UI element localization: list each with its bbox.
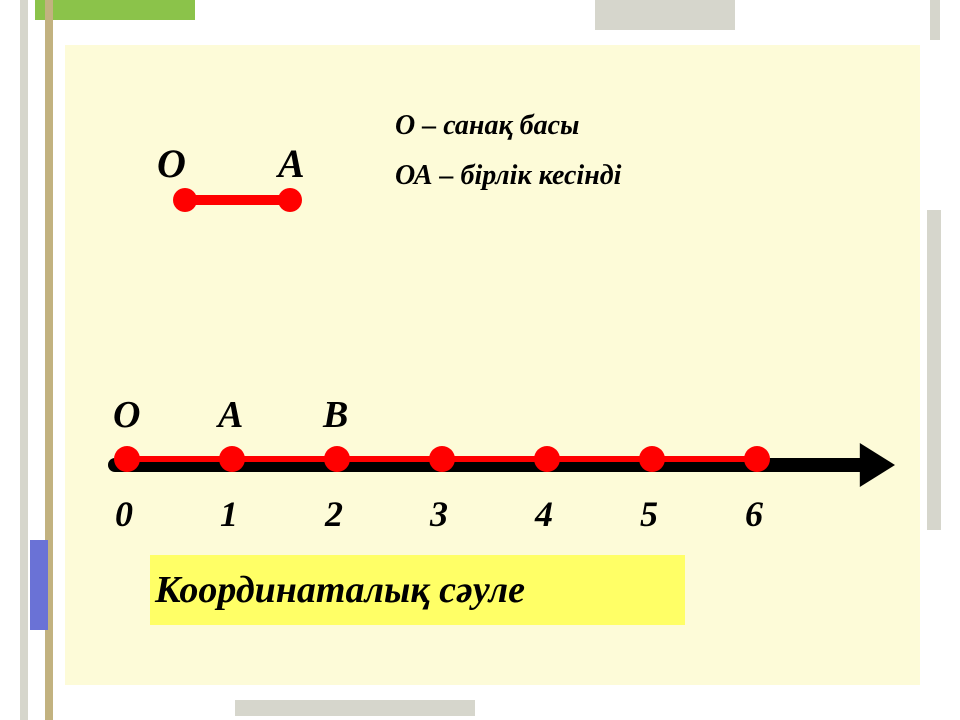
- ray-top-label-1: А: [218, 393, 243, 437]
- ray-number-3: 3: [430, 493, 448, 535]
- unit-segment-point-o: [173, 188, 197, 212]
- ray-point-6: [744, 446, 770, 472]
- ray-number-1: 1: [220, 493, 238, 535]
- ray-point-0: [114, 446, 140, 472]
- ray-top-label-2: В: [323, 393, 348, 437]
- unit-segment-label-a: А: [278, 140, 305, 187]
- ray-point-3: [429, 446, 455, 472]
- ray-point-1: [219, 446, 245, 472]
- ray-number-0: 0: [115, 493, 133, 535]
- note-unit-segment: ОА – бірлік кесінді: [395, 160, 621, 192]
- ray-number-4: 4: [535, 493, 553, 535]
- unit-segment-label-o: О: [157, 140, 186, 187]
- ray-number-2: 2: [325, 493, 343, 535]
- ray-point-4: [534, 446, 560, 472]
- ray-arrowhead: [860, 443, 895, 487]
- ray-number-6: 6: [745, 493, 763, 535]
- note-origin: О – санақ басы: [395, 110, 580, 142]
- caption-ray-title: Координаталық сәуле: [150, 555, 685, 625]
- ray-top-label-0: О: [113, 393, 140, 437]
- ray-point-5: [639, 446, 665, 472]
- ray-point-2: [324, 446, 350, 472]
- unit-segment-point-a: [278, 188, 302, 212]
- ray-number-5: 5: [640, 493, 658, 535]
